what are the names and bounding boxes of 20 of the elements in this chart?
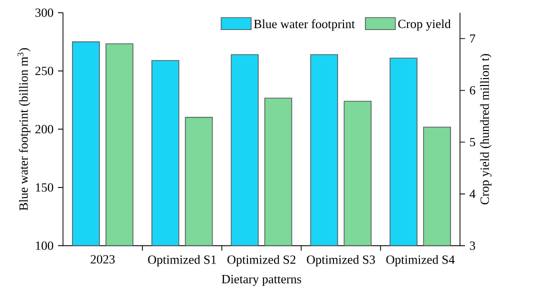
y2-tick-label: 3 [470, 241, 476, 250]
y-tick-label: 250 [35, 66, 54, 76]
legend-label: Blue water footprint [254, 19, 355, 31]
y-tick-label: 200 [35, 124, 54, 134]
y-tick-label: 300 [35, 8, 54, 17]
y-tick-label: 100 [36, 241, 54, 250]
y-tick-label: 150 [36, 183, 54, 192]
x-tick-label: Optimized S1 [148, 255, 216, 266]
x-tick-label: Optimized S2 [227, 255, 296, 266]
x-tick-label: Optimized S4 [386, 255, 455, 266]
x-tick-label: 2023 [90, 255, 115, 264]
y2-tick-label: 4 [470, 190, 476, 198]
x-tick-label: Optimized S3 [306, 255, 375, 266]
x-axis-title: Dietary patterns [222, 274, 302, 286]
legend-label: Crop yield [398, 19, 451, 31]
y-axis-title: Blue water footprint (billion m$^{3}$) [18, 48, 30, 210]
y2-tick-label: 7 [470, 34, 476, 43]
y2-axis-title: Crop yield (hundred million t) [480, 54, 492, 204]
y2-tick-label: 5 [470, 138, 476, 146]
y2-tick-label: 6 [470, 86, 476, 95]
